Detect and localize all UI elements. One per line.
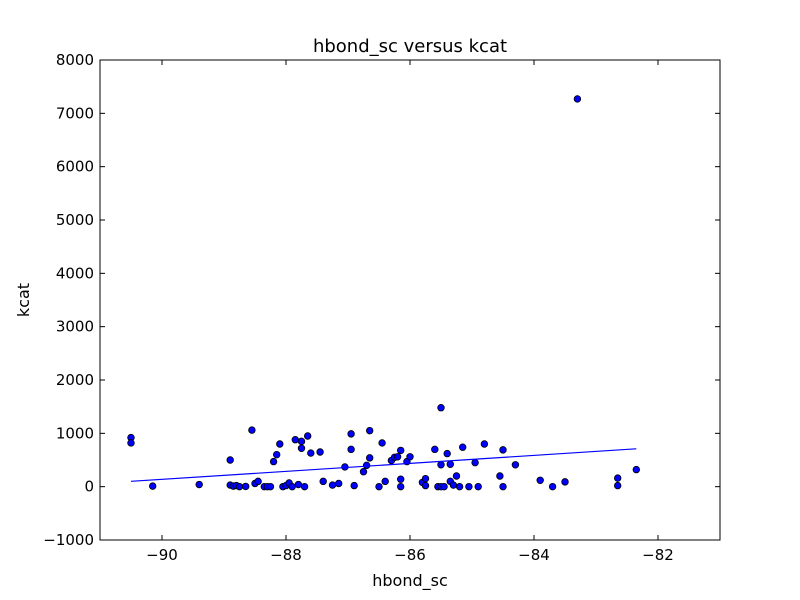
data-point <box>406 453 414 461</box>
fit-line <box>130 448 637 482</box>
data-point <box>366 454 374 462</box>
y-tick-label: 7000 <box>56 104 94 122</box>
data-point <box>347 430 355 438</box>
data-point <box>437 404 445 412</box>
data-point <box>288 482 296 491</box>
data-point <box>573 95 582 103</box>
data-point <box>465 482 473 491</box>
x-tick-label: −84 <box>518 546 550 564</box>
data-point <box>449 481 458 489</box>
data-point <box>195 480 203 489</box>
x-tick-label: −82 <box>642 546 674 564</box>
x-tick-label: −88 <box>270 546 302 564</box>
data-point <box>328 481 337 489</box>
data-point <box>440 482 448 491</box>
data-point <box>614 481 622 490</box>
x-axis-label: hbond_sc <box>372 571 448 591</box>
data-point <box>437 461 445 469</box>
data-point <box>446 460 454 468</box>
data-point <box>319 477 327 486</box>
axis-ticks: −90 −88 −86 −84 −82 −1000 0 1000 2000 3000 4000 500… <box>43 51 720 564</box>
data-point <box>455 482 464 491</box>
data-point <box>496 472 504 480</box>
data-point <box>359 468 368 476</box>
data-point <box>443 449 451 458</box>
data-point <box>307 449 315 457</box>
data-point <box>335 479 343 488</box>
data-point <box>452 472 461 480</box>
data-point <box>235 482 244 491</box>
data-point <box>297 437 306 446</box>
data-point <box>127 439 135 447</box>
data-point <box>378 439 386 447</box>
data-point <box>248 426 256 434</box>
data-point <box>273 450 281 459</box>
x-tick-label: −86 <box>394 546 426 564</box>
data-point <box>266 482 275 491</box>
y-tick-label: 5000 <box>56 211 94 229</box>
data-point <box>397 482 405 491</box>
y-tick-label: 4000 <box>56 264 94 282</box>
data-point <box>397 446 405 455</box>
plot-area <box>100 60 720 540</box>
data-point <box>421 474 430 483</box>
y-tick-label: 6000 <box>56 158 94 176</box>
data-point <box>459 443 467 451</box>
fit-line-layer <box>130 448 637 482</box>
data-point <box>226 456 234 464</box>
data-point <box>511 461 520 469</box>
chart-title: hbond_sc versus kcat <box>313 36 507 57</box>
data-point <box>297 444 306 452</box>
data-point <box>294 480 303 489</box>
y-tick-label: 1000 <box>56 424 94 442</box>
data-point <box>291 436 299 444</box>
data-point <box>471 458 479 467</box>
data-point <box>366 426 374 435</box>
y-axis-label: kcat <box>14 283 33 317</box>
data-point <box>614 474 622 482</box>
x-tick-label: −90 <box>146 546 178 564</box>
data-point <box>350 481 358 490</box>
data-point <box>499 446 507 454</box>
data-point <box>393 453 402 461</box>
y-tick-label: 8000 <box>56 51 94 69</box>
data-point <box>499 482 507 491</box>
data-point <box>254 477 262 486</box>
data-point <box>316 448 324 456</box>
y-tick-label: 2000 <box>56 371 94 389</box>
data-point <box>375 482 383 491</box>
data-point <box>276 440 284 448</box>
y-tick-label: 0 <box>84 478 94 496</box>
data-point <box>381 477 389 486</box>
data-point <box>362 461 371 470</box>
data-point <box>148 482 157 490</box>
data-point <box>347 445 355 454</box>
data-point <box>304 432 312 440</box>
data-point <box>397 475 405 483</box>
data-points <box>127 95 640 491</box>
data-point <box>536 476 544 484</box>
data-point <box>632 465 640 474</box>
data-point <box>241 482 250 491</box>
data-point <box>480 440 489 448</box>
data-point <box>474 482 482 491</box>
data-point <box>421 481 430 490</box>
y-tick-label: 3000 <box>56 318 94 336</box>
data-point <box>431 445 439 454</box>
data-point <box>300 482 309 491</box>
data-point <box>548 482 557 491</box>
y-tick-label: −1000 <box>43 531 94 549</box>
data-point <box>561 478 569 486</box>
data-point <box>269 457 278 466</box>
